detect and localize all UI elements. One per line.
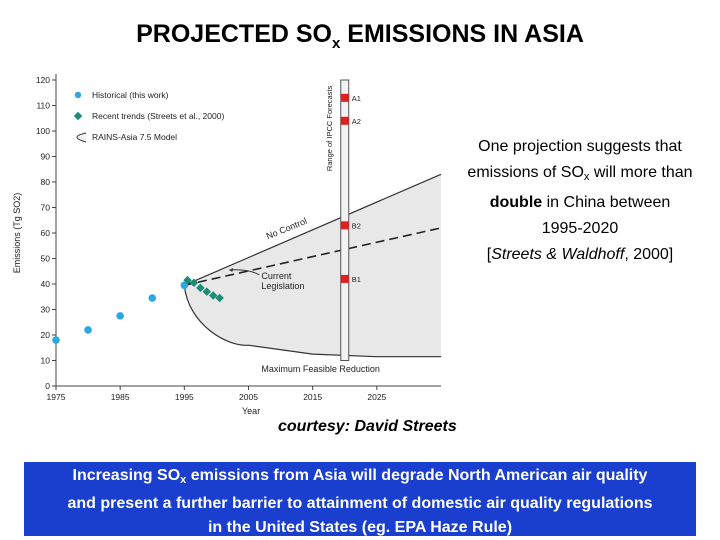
ipcc-forecast-label: A1 — [352, 94, 361, 103]
recent-trend-point — [215, 293, 224, 303]
recent-trend-point — [183, 275, 192, 285]
x-tick-label: 1985 — [111, 392, 130, 402]
y-tick-label: 10 — [41, 356, 51, 366]
y-tick-label: 90 — [41, 152, 51, 162]
banner-text: emissions from Asia will degrade North A… — [186, 467, 648, 484]
y-tick-label: 30 — [41, 305, 51, 315]
ipcc-forecast-point — [340, 274, 349, 283]
note-cite-authors: Streets & Waldhoff — [491, 246, 625, 263]
banner-subscript: x — [180, 474, 187, 486]
ipcc-range-label: Range of IPCC Forecasts — [325, 85, 334, 171]
note-text: [ — [486, 246, 492, 263]
y-tick-label: 40 — [41, 279, 51, 289]
legend-model-marker — [76, 132, 87, 143]
ipcc-forecast-point — [340, 93, 349, 102]
y-tick-label: 70 — [41, 203, 51, 213]
banner-text: Increasing SO — [72, 467, 181, 484]
ipcc-range-bar — [340, 79, 350, 361]
note-text: in China between — [542, 194, 671, 211]
legend-historical-label: Historical (this work) — [92, 90, 169, 100]
note-line-3: double in China between — [446, 190, 714, 216]
historical-point — [84, 326, 92, 334]
current-legislation-line — [184, 227, 442, 287]
note-line-2: emissions of SOx will more than — [446, 160, 714, 190]
y-tick-label: 110 — [36, 101, 50, 111]
y-tick-label: 60 — [41, 228, 51, 238]
label-line: Legislation — [261, 281, 304, 291]
ipcc-forecast-range: A1 A2 B2 B1 Range of IPCC Forecasts — [325, 79, 361, 361]
x-tick-label: 2005 — [239, 392, 258, 402]
chart-legend: Historical (this work) Recent trends (St… — [73, 90, 224, 143]
historical-point — [148, 294, 157, 302]
historical-point — [180, 281, 189, 290]
data-markers — [52, 275, 224, 344]
legend-historical-marker — [74, 91, 82, 99]
x-tick-label: 2015 — [303, 392, 322, 402]
banner-line-3: in the United States (eg. EPA Haze Rule) — [207, 519, 513, 536]
ipcc-forecast-label: B1 — [352, 275, 361, 284]
max-feasible-reduction-label: Maximum Feasible Reduction — [261, 364, 380, 374]
legend-model-label: RAINS-Asia 7.5 Model — [92, 132, 177, 142]
label-line: Current — [261, 271, 292, 281]
note-emphasis: double — [489, 194, 543, 211]
banner-line-1: Increasing SOx emissions from Asia will … — [24, 464, 696, 492]
ipcc-forecast-label: A2 — [352, 117, 361, 126]
x-tick-label: 1995 — [175, 392, 194, 402]
recent-trend-point — [208, 291, 218, 300]
projection-envelope — [184, 174, 442, 357]
ipcc-forecast-point — [340, 221, 349, 230]
y-tick-label: 20 — [41, 330, 51, 340]
historical-point — [52, 336, 60, 344]
banner-line-2: and present a further barrier to attainm… — [67, 495, 653, 512]
x-axis-label: Year — [242, 406, 260, 416]
y-tick-label: 50 — [41, 254, 51, 264]
y-tick-label: 100 — [36, 126, 50, 136]
legend-recent-label: Recent trends (Streets et al., 2000) — [92, 111, 224, 121]
title-text: PROJECTED SO — [136, 20, 332, 48]
title-subscript: x — [331, 35, 341, 52]
ipcc-forecast-point — [340, 116, 349, 125]
x-tick-label: 1975 — [47, 392, 66, 402]
ipcc-forecast-label: B2 — [352, 221, 361, 230]
note-text: will more than — [589, 164, 693, 181]
note-text: emissions of SO — [467, 164, 584, 181]
no-control-line — [184, 173, 442, 286]
legend-recent-marker — [73, 111, 83, 121]
note-citation: [Streets & Waldhoff, 2000] — [446, 242, 714, 268]
slide-title: PROJECTED SOx EMISSIONS IN ASIA — [0, 20, 720, 52]
emissions-chart: 0 10 20 30 40 50 60 70 80 90 100 110 120 1975 1985 1995… — [12, 74, 442, 416]
note-text: , 2000] — [624, 246, 674, 263]
recent-trend-point — [196, 283, 205, 293]
recent-trend-point — [189, 278, 199, 287]
pointer-arrowhead — [229, 267, 234, 272]
note-line-4: 1995-2020 — [541, 220, 619, 237]
current-legislation-label: Current Legislation — [261, 271, 304, 291]
historical-point — [116, 312, 124, 320]
conclusion-banner: Increasing SOx emissions from Asia will … — [24, 462, 696, 536]
note-line-1: One projection suggests that — [478, 138, 682, 155]
projection-note: One projection suggests that emissions o… — [446, 134, 714, 268]
axis-ticks: 0 10 20 30 40 50 60 70 80 90 100 110 120 1975 1985 1995… — [36, 75, 387, 402]
recent-trend-point — [202, 287, 212, 296]
title-text-rest: EMISSIONS IN ASIA — [340, 20, 584, 48]
y-tick-label: 80 — [41, 177, 51, 187]
note-subscript: x — [583, 171, 590, 183]
y-tick-label: 0 — [45, 381, 50, 391]
y-tick-label: 120 — [36, 75, 50, 85]
max-feasible-reduction-line — [183, 285, 441, 358]
courtesy-credit: courtesy: David Streets — [278, 418, 457, 435]
y-axis-label: Emissions (Tg SO2) — [12, 193, 22, 274]
x-tick-label: 2025 — [367, 392, 386, 402]
